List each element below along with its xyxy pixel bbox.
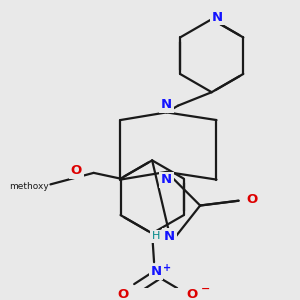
Text: H: H: [152, 231, 160, 241]
Text: N: N: [212, 11, 223, 24]
Text: −: −: [201, 284, 211, 294]
Text: O: O: [71, 164, 82, 177]
Text: O: O: [246, 193, 258, 206]
Text: N: N: [164, 230, 175, 243]
Text: N: N: [161, 173, 172, 186]
Text: O: O: [118, 288, 129, 300]
Text: N: N: [150, 265, 161, 278]
Text: +: +: [164, 263, 172, 273]
Text: methoxy: methoxy: [9, 182, 49, 191]
Text: N: N: [161, 98, 172, 111]
Text: O: O: [187, 288, 198, 300]
